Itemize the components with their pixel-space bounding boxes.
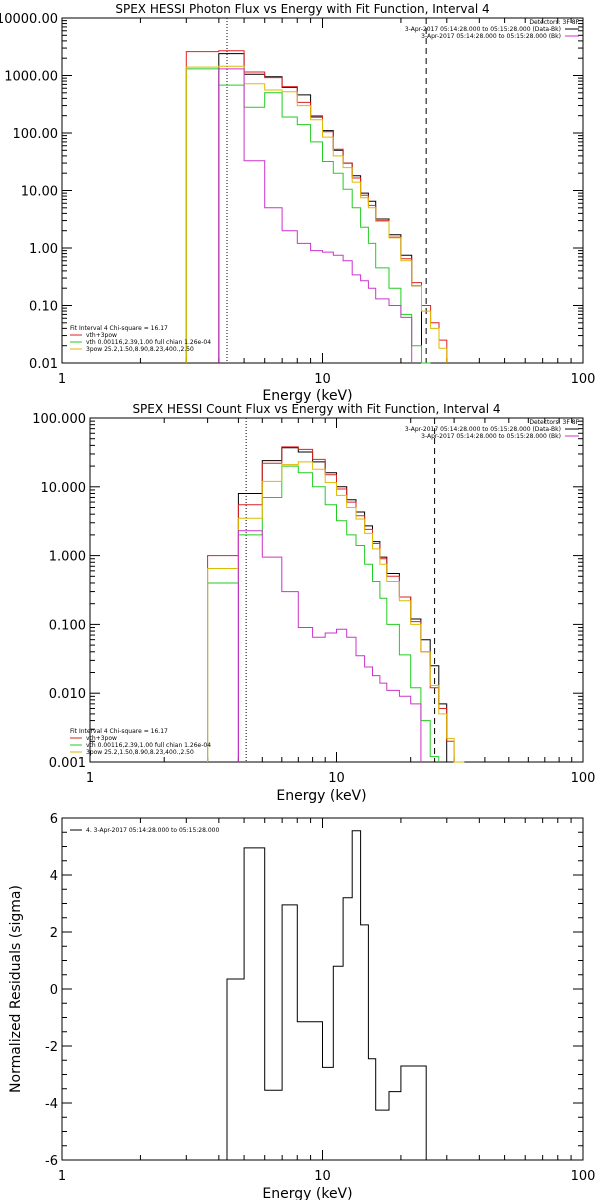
x-tick-label: 1 [58, 1169, 66, 1184]
y-tick-label: 0.100 [49, 618, 86, 633]
y-tick-label: 0.001 [49, 756, 86, 771]
y-tick-label: 0.10 [29, 300, 58, 315]
histogram-series-line [218, 68, 413, 363]
legend-entry: Fit Interval 4 Chi-square = 16.17 [70, 728, 168, 735]
legend-entry: vth+3pow [86, 332, 117, 339]
x-tick-label: 10 [314, 1169, 331, 1184]
legend-entry: Fit Interval 4 Chi-square = 16.17 [70, 325, 168, 332]
y-tick-label: 100.00 [13, 127, 59, 142]
info-text: Detectors: 3F 8F [529, 19, 579, 26]
histogram-series-line [237, 530, 422, 762]
y-tick-label: 10000.00 [0, 12, 58, 27]
info-text: Detectors: 3F 8F [529, 419, 579, 426]
histogram-series-line [207, 461, 465, 763]
legend-entry: 4. 3-Apr-2017 05:14:28.000 to 05:15:28.0… [86, 827, 219, 834]
y-axis-title: Normalized Residuals (sigma) [8, 885, 24, 1093]
x-tick-label: 10 [314, 372, 331, 387]
y-tick-label: -2 [45, 1040, 58, 1055]
y-tick-label: 0 [50, 983, 58, 998]
histogram-series-line [185, 65, 448, 363]
y-tick-label: 6 [50, 812, 58, 827]
plot-frame [61, 817, 584, 1161]
x-tick-label: 100 [571, 771, 596, 786]
x-tick-label: 1 [86, 771, 94, 786]
y-tick-label: 10.00 [21, 185, 58, 200]
plot-frame [61, 17, 584, 364]
x-tick-label: 1 [58, 372, 66, 387]
x-tick-label: 100 [571, 372, 596, 387]
y-tick-label: 100.000 [32, 412, 86, 427]
y-tick-label: -6 [45, 1154, 58, 1169]
y-tick-label: 1.00 [29, 242, 58, 257]
legend-entry: vth 0.00116,2.39,1.00 full chian 1.26e-0… [86, 742, 211, 749]
y-tick-label: 4 [50, 869, 58, 884]
chart-title: SPEX HESSI Photon Flux vs Energy with Fi… [115, 2, 489, 16]
info-text: 3-Apr-2017 05:14:28.000 to 05:15:28.000 … [421, 433, 561, 440]
legend-entry: vth 0.00116,2.39,1.00 full chian 1.26e-0… [86, 339, 211, 346]
histogram-series-line [218, 53, 422, 363]
x-tick-label: 100 [571, 1169, 596, 1184]
x-tick-label: 10 [328, 771, 345, 786]
histogram-series-line [226, 830, 427, 1160]
histogram-series-line [237, 447, 448, 762]
plot-frame [89, 417, 584, 763]
y-tick-label: 2 [50, 926, 58, 941]
histogram-series-line [185, 68, 431, 364]
y-tick-label: 10.000 [41, 481, 87, 496]
x-axis-title: Energy (keV) [262, 1186, 352, 1200]
info-text: 3-Apr-2017 05:14:28.000 to 05:15:28.000 … [421, 33, 561, 40]
y-tick-label: 0.010 [49, 687, 86, 702]
chart-title: SPEX HESSI Count Flux vs Energy with Fit… [132, 402, 500, 416]
y-tick-label: 1.000 [49, 550, 86, 565]
y-tick-label: 0.01 [29, 357, 58, 372]
y-tick-label: 1000.00 [4, 70, 58, 85]
info-text: 3-Apr-2017 05:14:28.000 to 05:15:28.000 … [405, 426, 561, 433]
legend-entry: vth+3pow [86, 735, 117, 742]
x-axis-title: Energy (keV) [262, 388, 352, 404]
info-text: 3-Apr-2017 05:14:28.000 to 05:15:28.000 … [405, 26, 561, 33]
histogram-series-line [185, 50, 448, 363]
legend-entry: 3pow 25.2,1.50,8.90,8.23,400.,2.50 [86, 346, 194, 353]
y-tick-label: -4 [45, 1097, 58, 1112]
x-axis-title: Energy (keV) [276, 788, 366, 804]
legend-entry: 3pow 25.2,1.50,8.90,8.23,400.,2.50 [86, 749, 194, 756]
histogram-series-line [207, 465, 440, 762]
